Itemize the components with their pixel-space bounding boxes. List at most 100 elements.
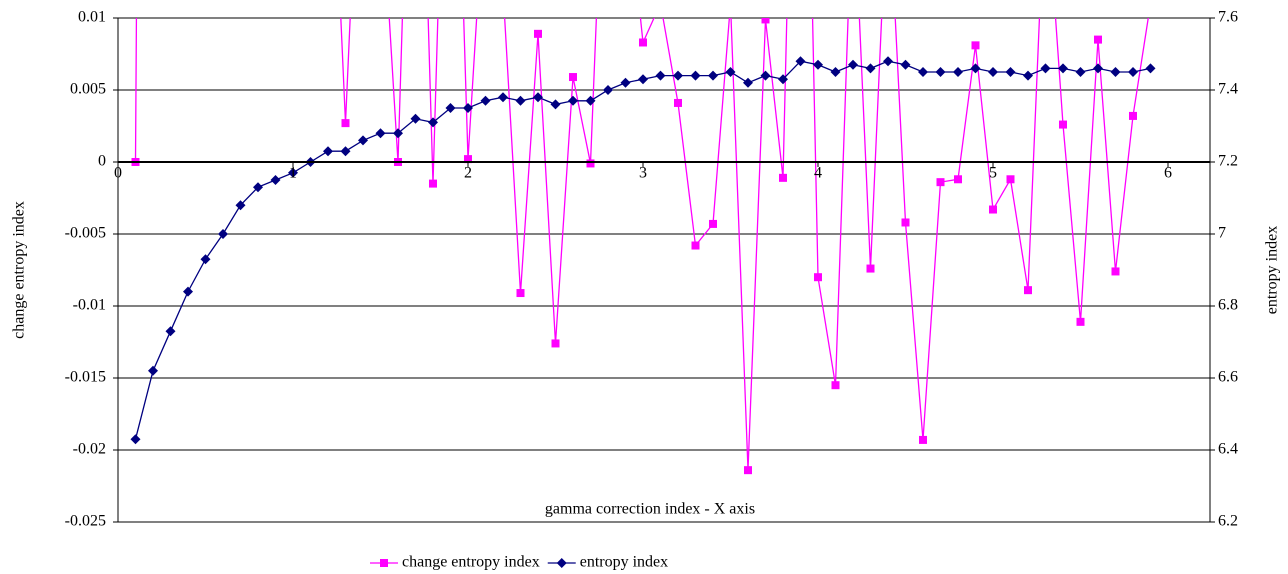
marker: [534, 29, 542, 38]
marker: [988, 67, 998, 77]
marker: [550, 99, 561, 110]
marker: [1076, 317, 1085, 326]
marker: [410, 113, 421, 124]
y2-tick-label: 6.2: [1218, 513, 1238, 530]
marker: [638, 74, 648, 85]
y-tick-label: -0.005: [65, 225, 106, 242]
marker: [989, 205, 997, 214]
marker: [253, 182, 263, 193]
marker: [813, 59, 823, 70]
marker: [516, 289, 525, 298]
x-tick-label: 3: [639, 165, 647, 182]
marker: [323, 146, 333, 157]
marker: [183, 286, 193, 297]
marker: [1058, 63, 1068, 74]
marker: [393, 128, 403, 139]
marker: [445, 103, 456, 113]
y2-axis-title: entropy index: [1264, 226, 1281, 314]
marker: [1147, 0, 1155, 8]
marker: [603, 85, 613, 95]
series-line: [134, 60, 1151, 440]
marker: [375, 128, 386, 139]
y2-tick-label: 7.6: [1218, 9, 1238, 26]
legend-marker: [556, 558, 567, 568]
marker: [1005, 67, 1016, 77]
x-tick-label: 6: [1164, 165, 1172, 182]
marker: [865, 63, 876, 74]
marker: [1129, 111, 1137, 120]
legend-label: change entropy index: [402, 554, 540, 571]
marker: [795, 56, 806, 67]
marker: [620, 77, 631, 88]
marker: [971, 41, 980, 50]
marker: [919, 435, 927, 444]
marker: [235, 200, 246, 211]
marker: [480, 95, 491, 106]
marker: [760, 70, 771, 81]
marker: [918, 67, 928, 77]
marker: [551, 339, 560, 348]
marker: [1075, 67, 1086, 77]
marker: [814, 273, 822, 282]
marker: [1111, 267, 1120, 276]
marker: [1093, 63, 1103, 74]
marker: [935, 67, 946, 77]
marker: [165, 326, 176, 337]
plot-frame: [117, 17, 1211, 523]
marker: [639, 38, 647, 47]
marker: [569, 73, 577, 82]
marker: [673, 70, 683, 81]
marker: [866, 264, 875, 273]
axes: 0.01 0.005 0 -0.005 -0.01 -0.015 -0.02 -0.025 7.…: [65, 9, 1238, 530]
x-tick-label: 1: [289, 165, 297, 182]
y2-tick-label: 7.4: [1218, 81, 1238, 98]
marker: [743, 77, 753, 88]
y-tick-label: -0.015: [65, 369, 106, 386]
y-tick-label: 0.01: [78, 9, 106, 26]
y2-tick-label: 7: [1218, 225, 1226, 242]
marker: [953, 67, 963, 77]
marker: [585, 95, 596, 106]
marker: [340, 146, 351, 157]
x-tick-label: 4: [814, 165, 822, 182]
marker: [725, 67, 736, 77]
series-line: [134, 18, 1149, 471]
marker: [970, 63, 981, 74]
y-tick-label: -0.025: [65, 513, 106, 530]
marker: [761, 18, 770, 24]
marker: [1059, 120, 1067, 129]
marker: [1024, 286, 1032, 295]
x-tick-label: 0: [114, 165, 122, 182]
marker: [1145, 63, 1156, 74]
y-tick-label: -0.01: [73, 297, 106, 314]
marker: [709, 219, 717, 228]
marker: [341, 119, 350, 128]
marker: [1006, 175, 1015, 184]
y2-tick-label: 6.8: [1218, 297, 1238, 314]
marker: [1040, 63, 1051, 74]
marker: [1128, 67, 1138, 77]
marker: [830, 67, 841, 77]
marker: [428, 117, 438, 128]
marker: [779, 173, 787, 182]
marker: [848, 59, 858, 70]
marker: [270, 175, 281, 185]
marker: [936, 178, 945, 187]
marker: [148, 365, 158, 376]
marker: [464, 155, 472, 164]
marker: [655, 70, 666, 81]
legend: change entropy index entropy index: [370, 554, 668, 571]
y2-tick-label: 6.4: [1218, 441, 1238, 458]
marker: [358, 135, 368, 146]
marker: [674, 98, 682, 107]
marker: [900, 59, 911, 70]
x-axis-title: gamma correction index - X axis: [545, 501, 755, 518]
plot-area: [130, 0, 1156, 475]
marker: [130, 434, 141, 445]
marker: [586, 159, 595, 168]
y2-tick-label: 7.2: [1218, 153, 1238, 170]
y-tick-label: 0.005: [70, 81, 106, 98]
marker: [1023, 70, 1033, 81]
marker: [498, 92, 508, 103]
